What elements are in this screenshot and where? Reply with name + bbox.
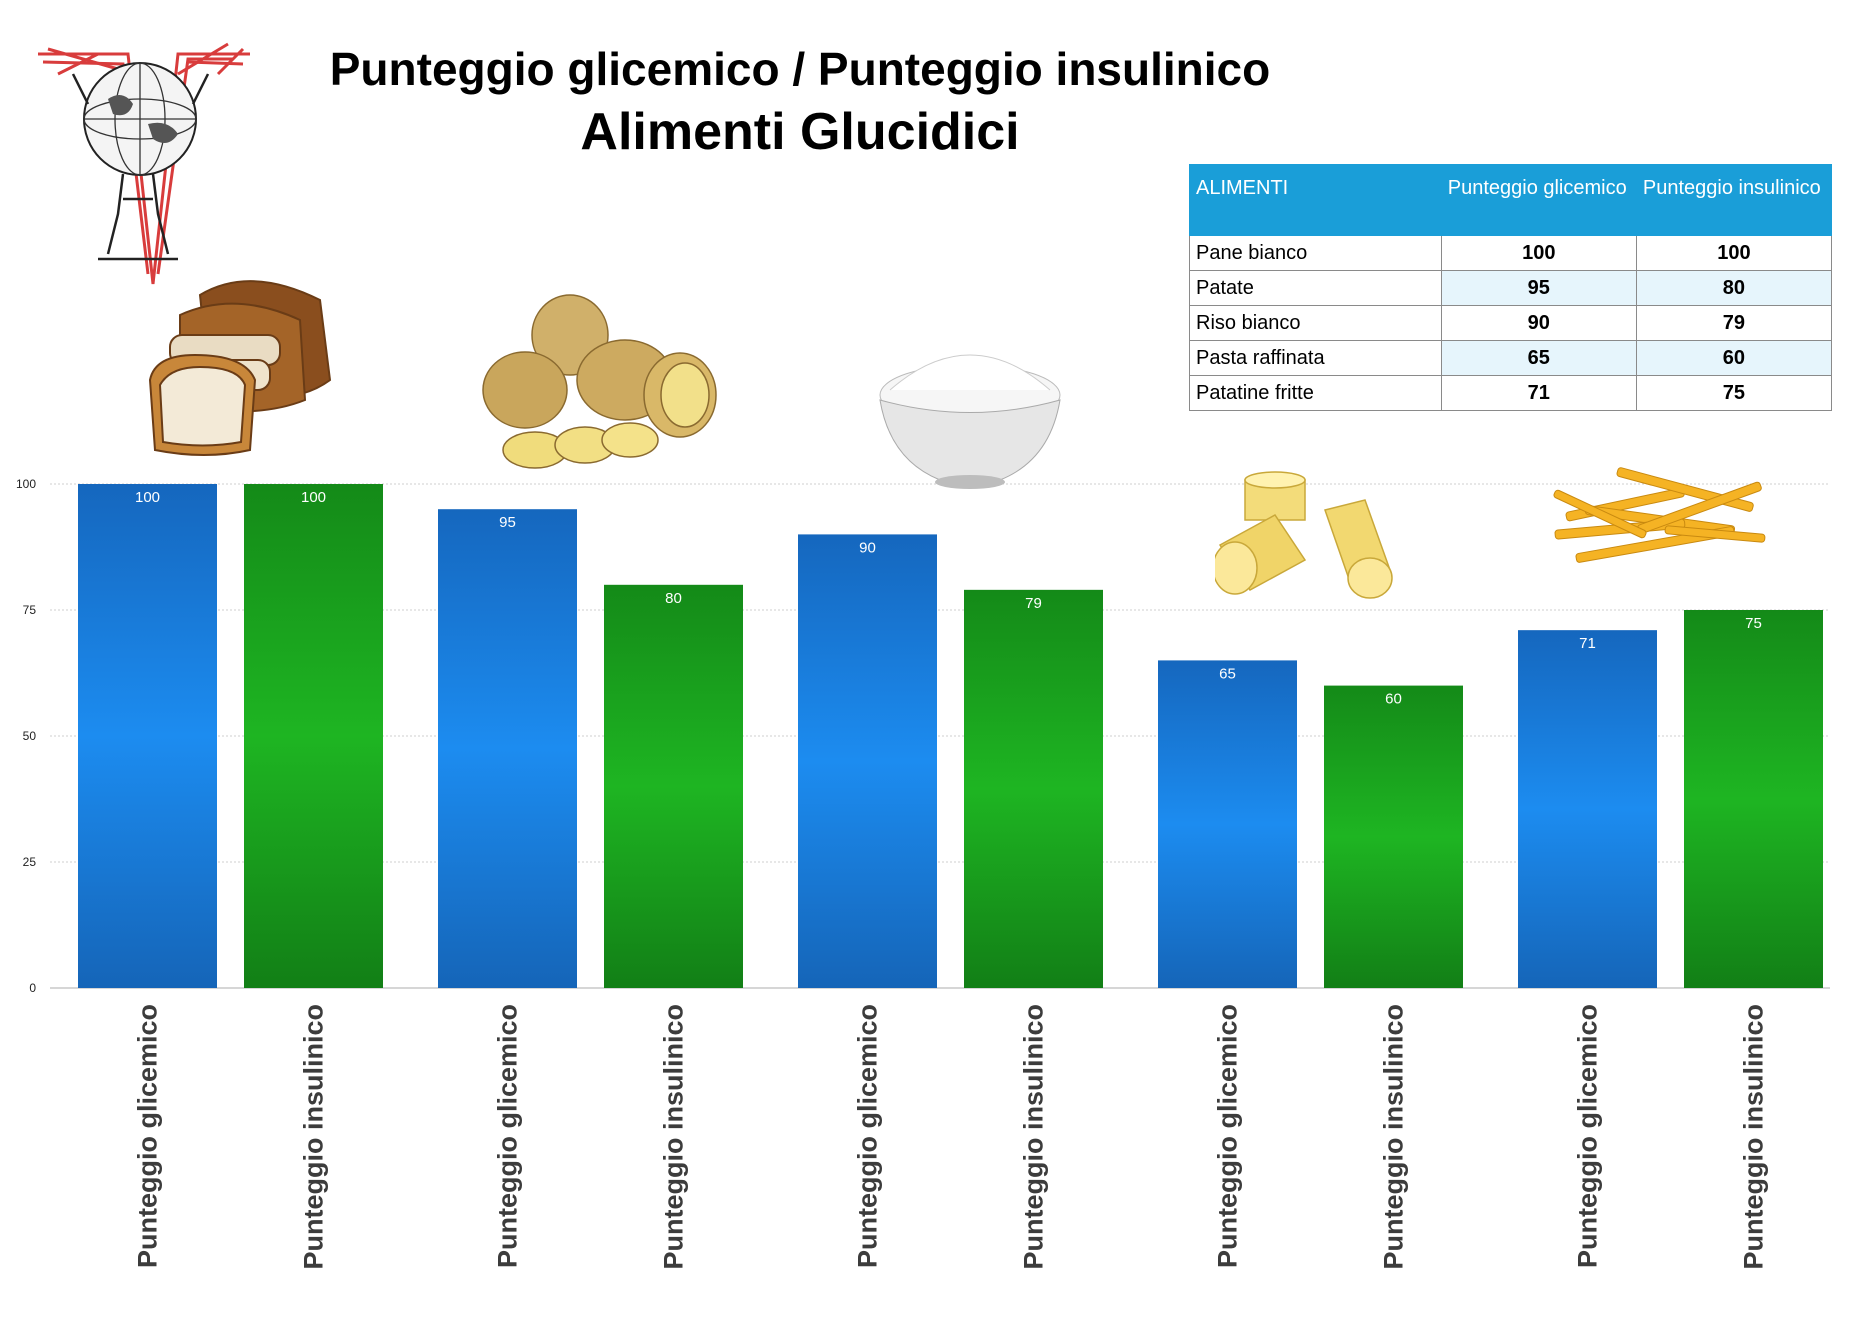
x-labels: Punteggio glicemico Punteggio insulinico P… <box>133 1004 1769 1270</box>
bar-value-label: 100 <box>301 489 326 506</box>
y-tick-label: 75 <box>23 603 37 617</box>
table-header-row: ALIMENTI Punteggio glicemico Punteggio i… <box>1189 164 1833 236</box>
table-cell-glicemico: 65 <box>1440 340 1637 376</box>
table-cell-glicemico: 71 <box>1440 375 1637 411</box>
bar-value-label: 65 <box>1219 665 1236 682</box>
bar-value-label: 80 <box>665 590 682 607</box>
rice-bowl-icon <box>879 354 1061 489</box>
y-tick-label: 50 <box>23 729 37 743</box>
x-tick-label: Punteggio glicemico <box>1213 1004 1243 1268</box>
table-cell-food: Riso bianco <box>1189 305 1442 341</box>
bar <box>604 584 743 988</box>
table-cell-food: Pasta raffinata <box>1189 340 1442 376</box>
chart-title: Punteggio glicemico / Punteggio insulini… <box>329 43 1271 95</box>
bar <box>964 589 1103 988</box>
x-tick-label: Punteggio glicemico <box>853 1004 883 1268</box>
bar <box>78 484 217 988</box>
table-header-cell: Punteggio insulinico <box>1635 164 1833 236</box>
atlas-globe-logo-icon <box>38 42 250 285</box>
bar-value-label: 79 <box>1025 595 1042 612</box>
table-cell-insulinico: 80 <box>1635 270 1833 306</box>
bars: 100 100 95 80 90 79 65 60 71 75 <box>78 484 1823 988</box>
table-cell-glicemico: 90 <box>1440 305 1637 341</box>
table-cell-glicemico: 95 <box>1440 270 1637 306</box>
table-cell-insulinico: 60 <box>1635 340 1833 376</box>
bar <box>244 484 383 988</box>
bread-icon <box>148 280 332 456</box>
y-tick-label: 0 <box>29 981 36 995</box>
bar <box>798 534 937 988</box>
table-row: Riso bianco 90 79 <box>1189 305 1833 341</box>
table-row: Pasta raffinata 65 60 <box>1189 340 1833 376</box>
scores-table: ALIMENTI Punteggio glicemico Punteggio i… <box>1189 164 1833 411</box>
table-header-cell: ALIMENTI <box>1189 164 1442 236</box>
table-cell-insulinico: 79 <box>1635 305 1833 341</box>
bar-value-label: 71 <box>1579 635 1596 652</box>
table-cell-food: Patate <box>1189 270 1442 306</box>
fries-icon <box>1553 467 1766 563</box>
x-tick-label: Punteggio glicemico <box>493 1004 523 1268</box>
x-tick-label: Punteggio insulinico <box>659 1004 689 1270</box>
table-row: Pane bianco 100 100 <box>1189 235 1833 271</box>
table-row: Patatine fritte 71 75 <box>1189 375 1833 411</box>
pasta-icon <box>1215 471 1393 599</box>
table-header-cell: Punteggio glicemico <box>1440 164 1637 236</box>
bar-value-label: 75 <box>1745 615 1762 632</box>
bar <box>1158 660 1297 988</box>
bar <box>1324 685 1463 988</box>
y-tick-label: 100 <box>16 477 36 491</box>
potatoes-icon <box>482 294 717 469</box>
table-cell-insulinico: 100 <box>1635 235 1833 271</box>
x-tick-label: Punteggio insulinico <box>1019 1004 1049 1270</box>
bar <box>1518 630 1657 988</box>
table-cell-glicemico: 100 <box>1440 235 1637 271</box>
table-row: Patate 95 80 <box>1189 270 1833 306</box>
bar-value-label: 60 <box>1385 691 1402 708</box>
bar <box>438 509 577 988</box>
x-tick-label: Punteggio glicemico <box>133 1004 163 1268</box>
table-cell-food: Pane bianco <box>1189 235 1442 271</box>
x-tick-label: Punteggio insulinico <box>299 1004 329 1270</box>
table-cell-insulinico: 75 <box>1635 375 1833 411</box>
chart-subtitle: Alimenti Glucidici <box>580 103 1020 161</box>
table-cell-food: Patatine fritte <box>1189 375 1442 411</box>
bar <box>1684 610 1823 988</box>
x-tick-label: Punteggio insulinico <box>1379 1004 1409 1270</box>
x-tick-label: Punteggio glicemico <box>1573 1004 1603 1268</box>
bar-value-label: 90 <box>859 539 876 556</box>
bar-value-label: 95 <box>499 514 516 531</box>
x-tick-label: Punteggio insulinico <box>1739 1004 1769 1270</box>
y-tick-label: 25 <box>23 855 37 869</box>
bar-value-label: 100 <box>135 489 160 506</box>
